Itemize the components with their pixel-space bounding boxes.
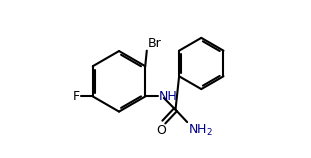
Text: NH$_2$: NH$_2$: [188, 123, 213, 138]
Text: F: F: [73, 90, 80, 103]
Text: O: O: [157, 124, 166, 137]
Text: NH: NH: [159, 90, 178, 103]
Text: Br: Br: [148, 37, 162, 50]
